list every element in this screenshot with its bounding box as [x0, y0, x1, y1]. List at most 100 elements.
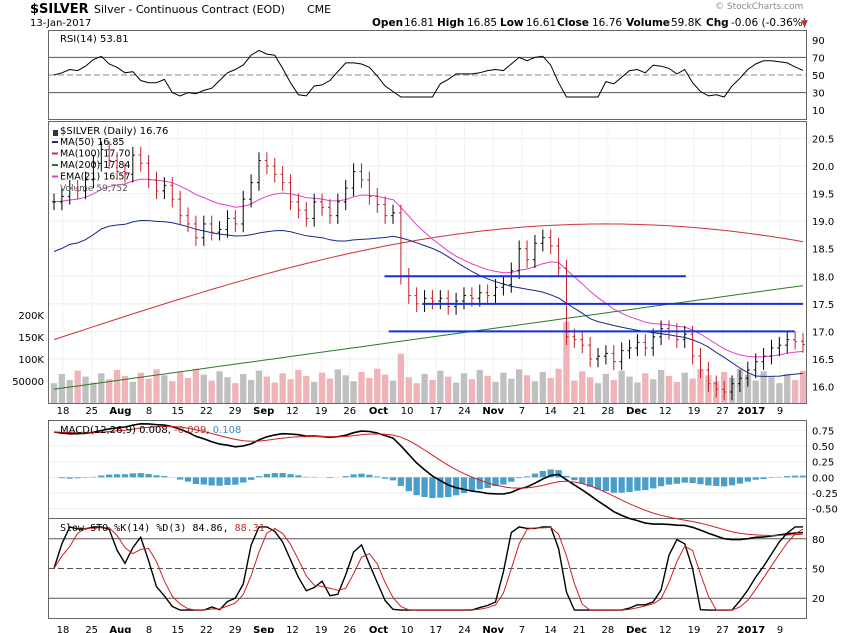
- macd-histogram-bar: [673, 477, 681, 484]
- macd-histogram-bar: [452, 477, 460, 496]
- volume-bar: [681, 372, 688, 403]
- macd-histogram-bar: [74, 477, 81, 479]
- macd-histogram-bar: [366, 474, 373, 478]
- rsi-label: RSI(14) 53.81: [60, 34, 129, 45]
- volume-bar: [121, 375, 129, 403]
- macd-histogram-bar: [689, 477, 696, 484]
- legend-entry: EMA(21) 16.57: [60, 172, 130, 183]
- macd-histogram-bar: [705, 477, 712, 486]
- macd-histogram-bar: [66, 477, 73, 479]
- volume-bar: [791, 379, 799, 403]
- volume-bar: [192, 368, 200, 403]
- x-axis-label: 27: [716, 406, 729, 417]
- x-axis-label: Nov: [482, 406, 504, 417]
- x-axis-label: 27: [716, 625, 729, 633]
- x-axis-label: 12: [659, 406, 672, 417]
- volume-bar: [153, 369, 160, 403]
- macd-histogram-bar: [405, 477, 412, 492]
- volume-bar: [200, 374, 207, 403]
- volume-tick-label: 200K: [18, 311, 44, 322]
- macd-histogram-bar: [200, 477, 207, 485]
- volume-value: 59.8K: [671, 17, 702, 29]
- volume-tick-label: 100K: [18, 355, 44, 366]
- macd-histogram-bar: [137, 473, 144, 478]
- volume-bar: [381, 374, 389, 403]
- volume-bar: [113, 370, 121, 403]
- macd-histogram-bar: [492, 477, 499, 487]
- low-value: 16.61: [526, 17, 556, 29]
- x-axis-label: Nov: [482, 625, 504, 633]
- price-tick-label: 20.0: [812, 162, 834, 173]
- x-axis-label: 2017: [737, 625, 765, 633]
- volume-bar: [184, 377, 192, 403]
- open-label: Open: [372, 17, 403, 29]
- x-axis-label: Oct: [369, 625, 388, 633]
- macd-histogram-bar: [445, 477, 452, 498]
- volume-bar: [476, 370, 483, 403]
- macd-histogram-bar: [665, 477, 673, 485]
- volume-bar: [547, 377, 554, 403]
- macd-histogram-bar: [563, 475, 570, 478]
- volume-bar: [421, 373, 428, 403]
- volume-bar: [650, 379, 657, 403]
- instrument-description: Silver - Continuous Contract (EOD): [94, 3, 285, 16]
- price-title: $SILVER (Daily) 16.76: [60, 126, 168, 137]
- volume-bar: [106, 379, 113, 403]
- x-axis-label: Dec: [626, 406, 647, 417]
- x-axis-label: 17: [429, 406, 442, 417]
- macd-histogram-bar: [161, 476, 168, 478]
- macd-histogram-bar: [429, 477, 436, 499]
- x-axis-label: Sep: [253, 625, 274, 633]
- axis-ticks: 20.5 20.0 19.5 19.0 18.5 18.0 17.5 17.0 16.5 16.0…: [12, 36, 838, 605]
- macd-histogram-bar: [263, 473, 271, 478]
- volume-bar: [665, 375, 673, 403]
- x-axis-labels: 18 18 25 25 Aug Aug 8 8 15 15 22 22 29 29 Sep Sep 12 12 19…: [57, 406, 784, 633]
- macd-histogram-bar: [397, 477, 405, 486]
- volume-bar: [279, 373, 286, 403]
- macd-histogram-bar: [697, 477, 704, 485]
- x-axis-label: 14: [544, 406, 557, 417]
- macd-histogram-bar: [255, 476, 263, 478]
- macd-tick-label: 0.75: [812, 426, 834, 437]
- volume-bar: [216, 371, 223, 403]
- x-axis-label: 25: [85, 625, 98, 633]
- close-label: Close: [557, 17, 589, 29]
- macd-histogram-bar: [413, 477, 420, 496]
- volume-label: Volume: [626, 17, 670, 29]
- macd-histogram-bar: [681, 477, 688, 483]
- volume-bar: [492, 381, 499, 403]
- macd-histogram-bar: [58, 477, 66, 479]
- macd-histogram-bar: [642, 477, 649, 491]
- macd-histogram-bar: [744, 477, 751, 482]
- macd-histogram-bar: [602, 477, 610, 492]
- volume-bar: [90, 382, 97, 403]
- macd-histogram-bar: [240, 477, 247, 483]
- low-label: Low: [500, 17, 524, 29]
- x-axis-label: 21: [573, 406, 586, 417]
- x-axis-label: 8: [146, 625, 152, 633]
- macd-histogram-bar: [784, 476, 791, 478]
- volume-bar: [240, 373, 247, 403]
- macd-histogram-bar: [531, 473, 539, 478]
- volume-bar: [618, 370, 625, 403]
- volume-tick-label: 150K: [18, 333, 44, 344]
- x-axis-label: Oct: [369, 406, 388, 417]
- volume-bar: [484, 375, 491, 403]
- volume-bar: [760, 371, 767, 403]
- macd-histogram-bar: [106, 474, 113, 478]
- volume-bar: [247, 379, 255, 403]
- volume-bar: [311, 381, 318, 403]
- volume-bar: [374, 368, 381, 403]
- macd-histogram-bar: [326, 477, 334, 478]
- volume-bar: [539, 371, 546, 403]
- macd-histogram-bar: [476, 477, 483, 490]
- volume-bar: [413, 383, 420, 403]
- volume-bar: [744, 374, 751, 403]
- volume-bar: [295, 370, 302, 403]
- x-axis-label: 12: [286, 406, 299, 417]
- volume-bar: [342, 375, 349, 403]
- macd-histogram-bar: [713, 477, 720, 486]
- volume-bar: [516, 369, 523, 403]
- volume-bar: [176, 371, 184, 403]
- volume-bar: [673, 381, 681, 403]
